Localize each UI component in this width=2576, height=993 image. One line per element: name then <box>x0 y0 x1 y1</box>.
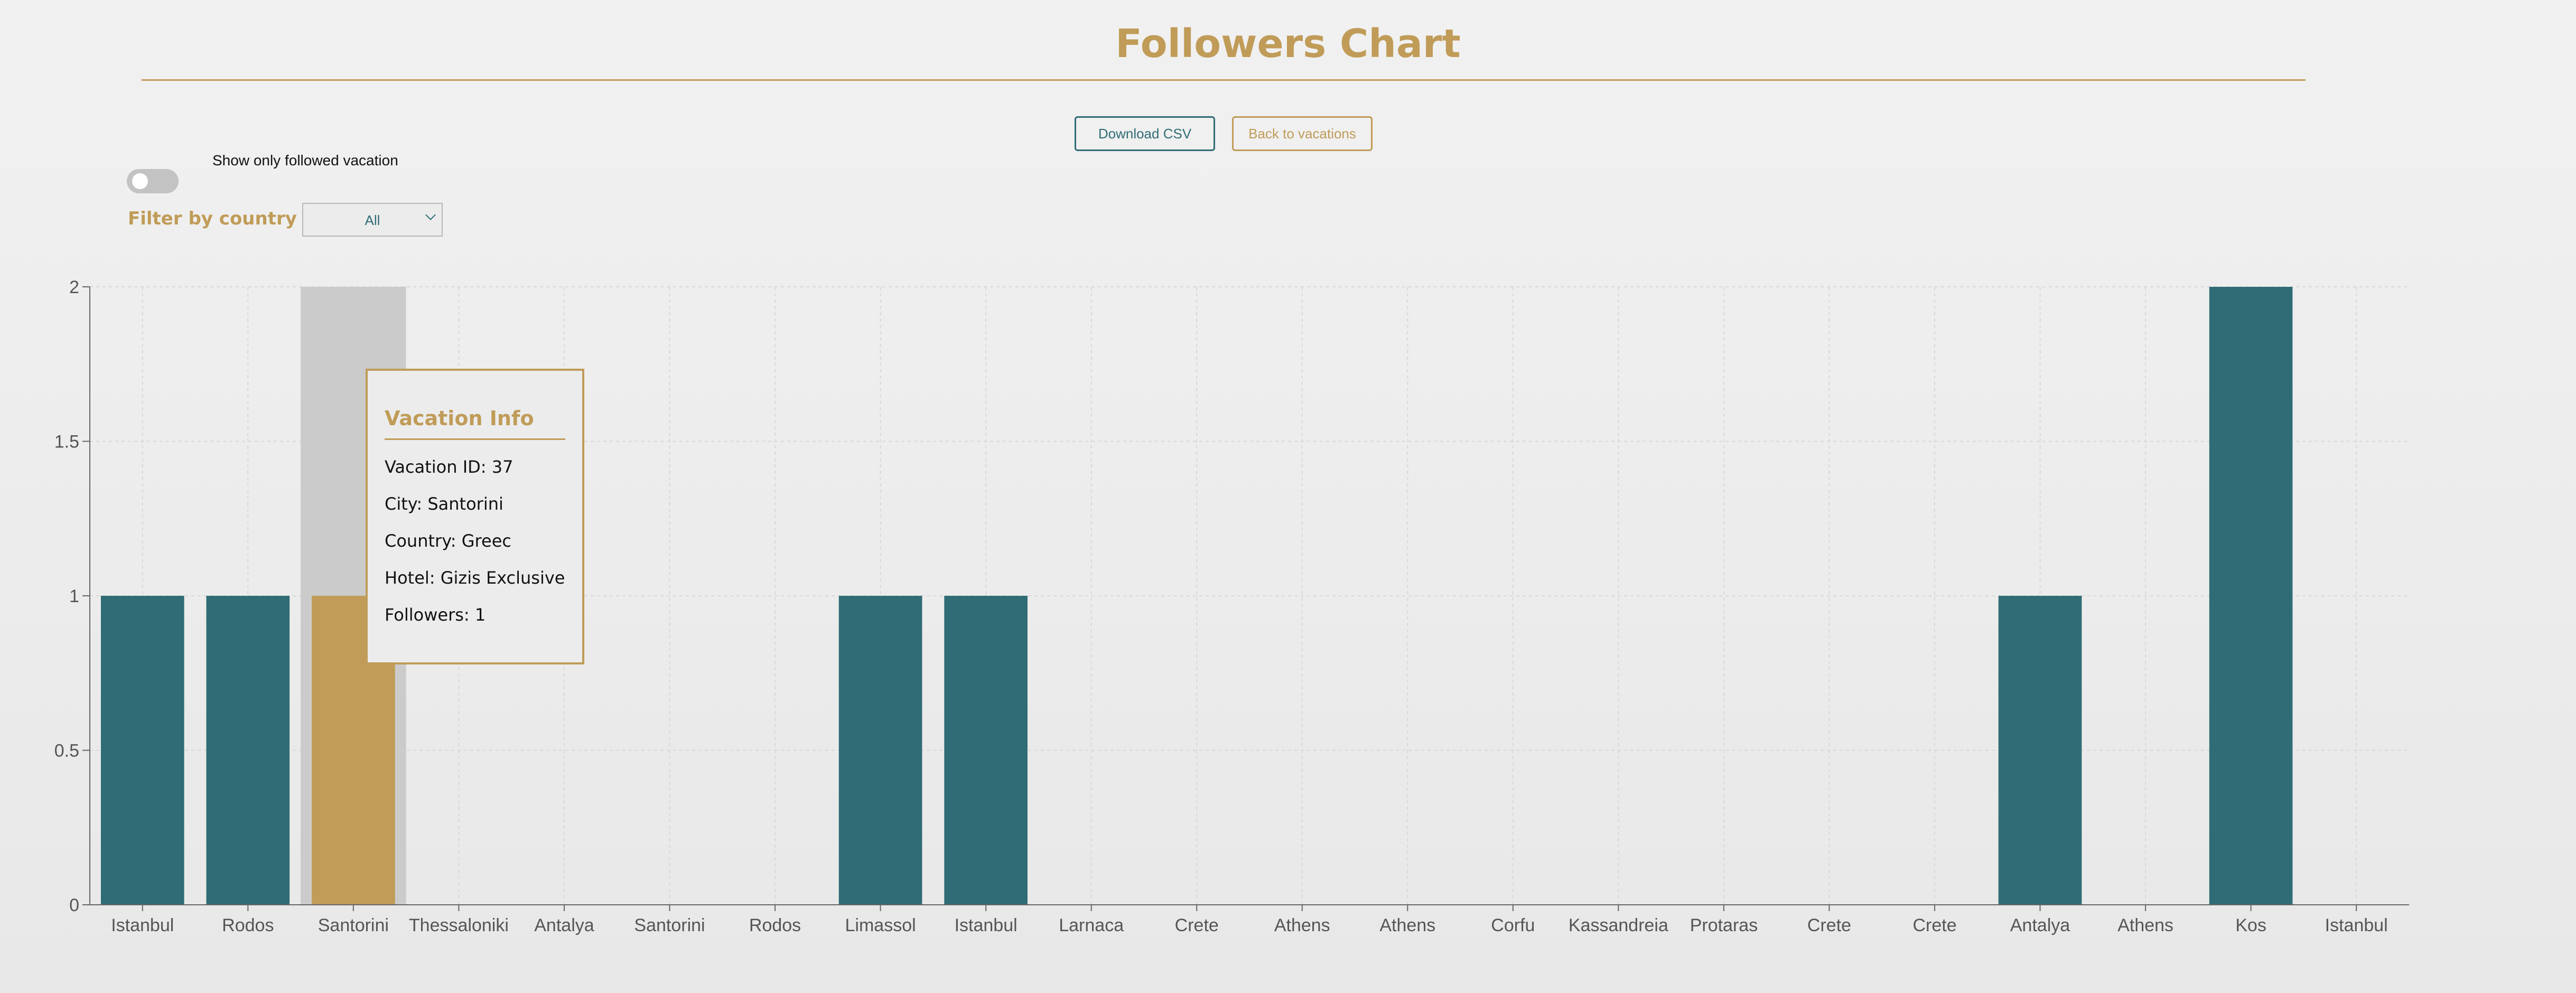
axes-layer: 0 0.5 1 1.5 2 Istanbul Rodos Santorini Thessalon… <box>54 277 2409 935</box>
toggle-knob <box>132 173 148 189</box>
x-tick-label: Antalya <box>2010 915 2070 935</box>
x-tick-label: Thessaloniki <box>409 915 509 935</box>
bar-rodos <box>206 596 290 905</box>
y-tick-label: 2 <box>69 277 79 297</box>
tooltip-city: City: Santorini <box>385 494 503 514</box>
toggle-label: Show only followed vacation <box>212 152 398 168</box>
x-tick-label: Athens <box>1274 915 1330 935</box>
bar-istanbul <box>944 596 1028 905</box>
back-to-vacations-button[interactable]: Back to vacations <box>1232 116 1373 151</box>
x-tick-label: Athens <box>2117 915 2173 935</box>
x-tick-label: Rodos <box>222 915 274 935</box>
x-tick-label: Istanbul <box>2325 915 2388 935</box>
vacation-info-tooltip: Vacation Info Vacation ID: 37 City: Sant… <box>366 369 584 664</box>
x-tick-label: Corfu <box>1491 915 1535 935</box>
x-tick-label: Rodos <box>749 915 801 935</box>
x-tick-label: Antalya <box>534 915 594 935</box>
x-tick-label: Istanbul <box>955 915 1018 935</box>
filter-country-label: Filter by country <box>128 208 297 229</box>
x-tick-label: Santorini <box>634 915 705 935</box>
x-tick-label: Larnaca <box>1059 915 1124 935</box>
tooltip-vacation-id: Vacation ID: 37 <box>385 457 514 477</box>
x-tick-label: Istanbul <box>111 915 174 935</box>
x-tick-label: Protaras <box>1690 915 1758 935</box>
country-select-value: All <box>365 212 380 228</box>
bar-antalya <box>1998 596 2082 905</box>
bar-istanbul <box>100 596 184 905</box>
tooltip-heading: Vacation Info <box>385 407 565 440</box>
download-csv-button[interactable]: Download CSV <box>1075 116 1215 151</box>
bars-layer <box>100 287 2293 905</box>
x-tick-label: Crete <box>1175 915 1219 935</box>
x-tick-label: Athens <box>1379 915 1435 935</box>
y-tick-label: 1 <box>69 586 79 606</box>
tooltip-country: Country: Greec <box>385 531 511 551</box>
x-tick-label: Limassol <box>845 915 916 935</box>
y-tick-label: 0 <box>69 895 79 915</box>
bar-limassol <box>838 596 922 905</box>
x-tick-label: Crete <box>1807 915 1851 935</box>
x-tick-label: Kos <box>2235 915 2266 935</box>
title-divider <box>142 79 2306 81</box>
tooltip-hotel: Hotel: Gizis Exclusive <box>385 568 565 588</box>
followed-only-toggle[interactable] <box>127 169 179 193</box>
page-title: Followers Chart <box>1115 21 1461 67</box>
bar-kos <box>2209 287 2293 905</box>
y-tick-label: 0.5 <box>54 741 79 761</box>
x-tick-label: Crete <box>1912 915 1956 935</box>
y-tick-label: 1.5 <box>54 432 79 452</box>
tooltip-followers: Followers: 1 <box>385 605 486 625</box>
x-tick-label: Kassandreia <box>1569 915 1668 935</box>
country-select[interactable]: All <box>302 203 443 237</box>
x-tick-label: Santorini <box>318 915 389 935</box>
